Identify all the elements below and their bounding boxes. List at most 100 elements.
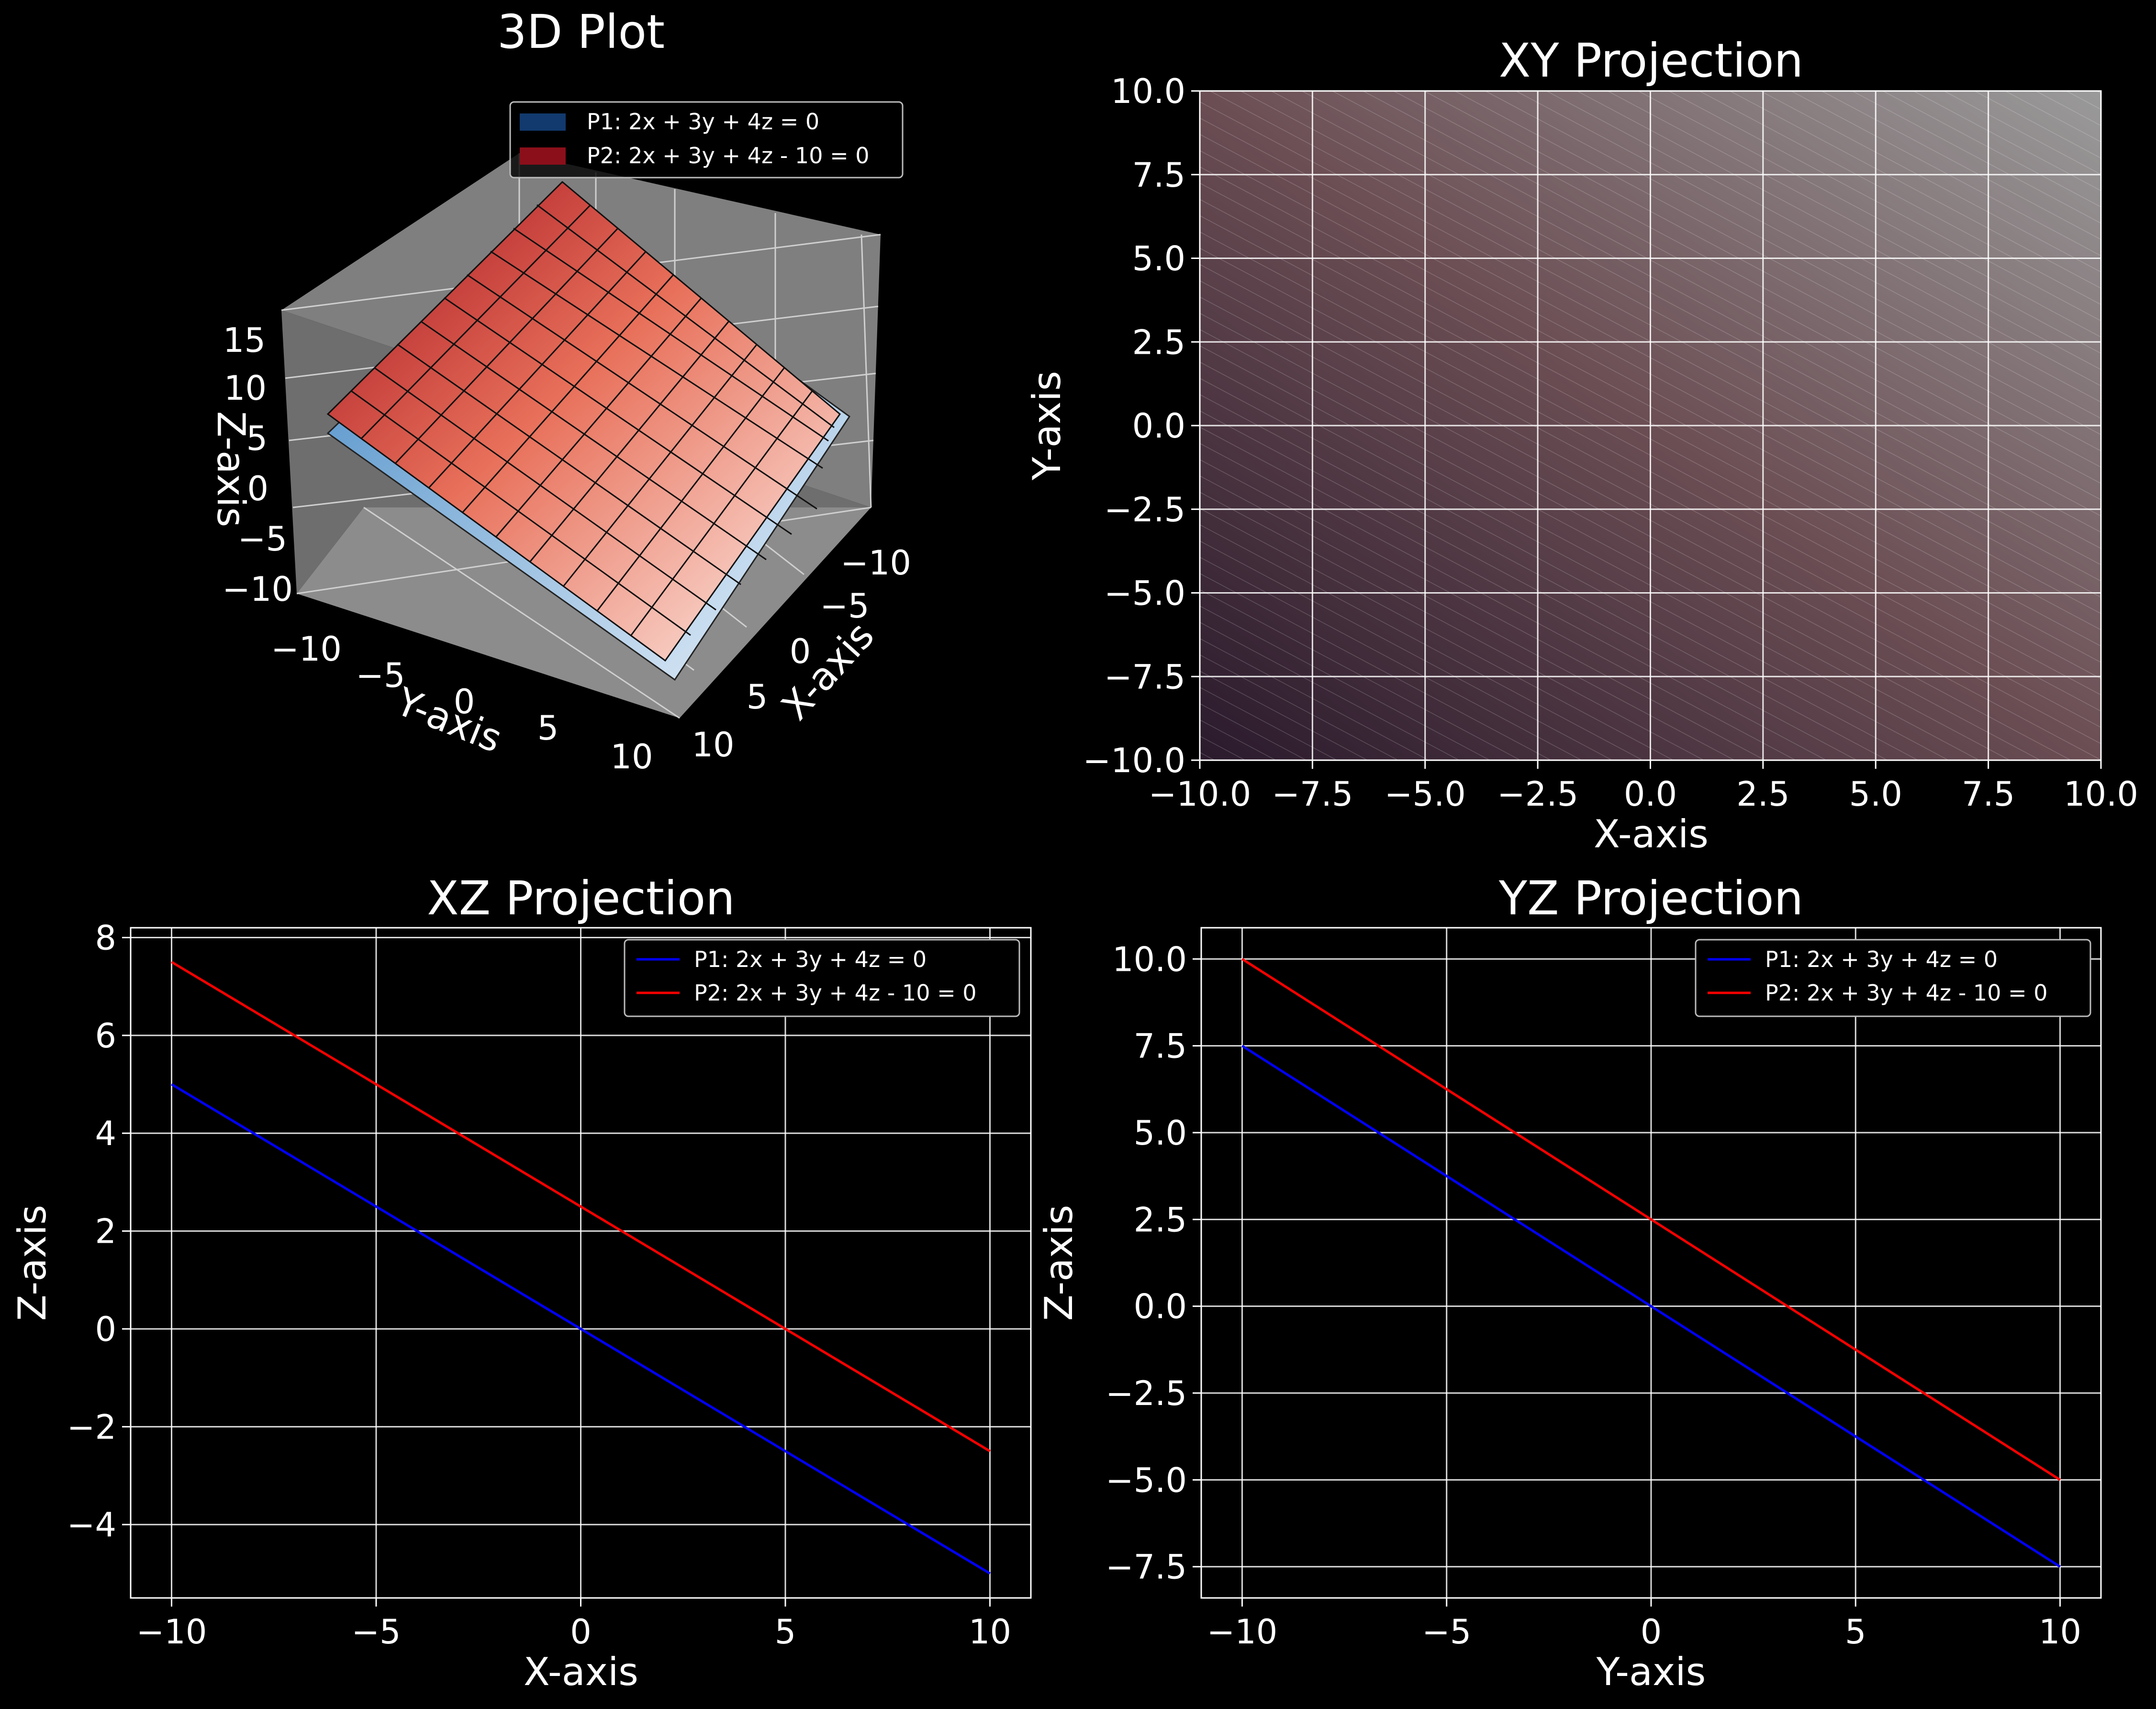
xy-y-tick-label: 10.0 bbox=[1111, 72, 1185, 111]
xy-x-tick-label: 5.0 bbox=[1849, 775, 1902, 814]
xz-grid bbox=[131, 928, 1031, 1598]
chart-xy-title: XY Projection bbox=[1499, 34, 1803, 88]
z-tick-neg5: −5 bbox=[238, 519, 287, 559]
xy-y-tick-label: 7.5 bbox=[1132, 156, 1185, 195]
legend-xz-box bbox=[624, 939, 1020, 1017]
chart-yz-title: YZ Projection bbox=[1498, 871, 1803, 925]
xy-x-tick-label: 0.0 bbox=[1624, 775, 1677, 814]
xz-series-line-p2 bbox=[171, 961, 991, 1452]
xz-x-axis-label: X-axis bbox=[524, 1650, 638, 1694]
xz-y-tick-label: −2 bbox=[67, 1407, 116, 1447]
xy-y-tick-label: 5.0 bbox=[1132, 239, 1185, 279]
yz-y-tick-label: −5.0 bbox=[1106, 1461, 1187, 1500]
xy-x-tick-label: −7.5 bbox=[1272, 775, 1353, 814]
z-tick-5: 5 bbox=[246, 419, 268, 458]
xz-y-tick-label: 0 bbox=[95, 1310, 116, 1349]
xz-y-axis-label: Z-axis bbox=[10, 1205, 55, 1321]
chart-3d-title: 3D Plot bbox=[497, 5, 665, 59]
xy-y-tick-label: −10.0 bbox=[1083, 741, 1185, 780]
x-tick-neg10: −10 bbox=[840, 543, 911, 583]
legend-3d-p1-label: P1: 2x + 3y + 4z = 0 bbox=[587, 109, 819, 135]
yz-y-tick-label: 0.0 bbox=[1134, 1287, 1187, 1327]
chart-xz: XZ Projection −10 −5 0 5 10 −4 −2 0 2 4 6 8 X-axis… bbox=[10, 871, 1032, 1694]
xy-x-tick-label: 7.5 bbox=[1962, 775, 2015, 814]
z-tick-15: 15 bbox=[223, 321, 266, 360]
xz-x-tick-label: 5 bbox=[775, 1612, 796, 1652]
xy-x-tick-label: 10.0 bbox=[2064, 775, 2138, 814]
xy-y-tick-label: −2.5 bbox=[1104, 490, 1185, 529]
xz-x-tick-label: −10 bbox=[136, 1612, 207, 1652]
xy-x-tick-label: −5.0 bbox=[1385, 775, 1466, 814]
z-axis-label: Z-axis bbox=[209, 411, 253, 528]
yz-x-tick-label: 0 bbox=[1641, 1612, 1662, 1652]
yz-lines bbox=[1241, 958, 2061, 1568]
yz-y-tick-label: −2.5 bbox=[1106, 1374, 1187, 1413]
x-tick-0: 0 bbox=[790, 632, 811, 671]
yz-x-tick-label: 10 bbox=[2039, 1612, 2081, 1652]
xz-x-ticks: −10 −5 0 5 10 bbox=[136, 1598, 1011, 1652]
yz-y-tick-label: 7.5 bbox=[1134, 1027, 1187, 1066]
xy-x-axis-label: X-axis bbox=[1594, 812, 1709, 856]
yz-x-tick-label: 5 bbox=[1845, 1612, 1866, 1652]
y-tick-neg5: −5 bbox=[356, 656, 405, 695]
legend-yz-p2-label: P2: 2x + 3y + 4z - 10 = 0 bbox=[1765, 980, 2048, 1006]
legend-yz-box bbox=[1695, 939, 2091, 1017]
xy-y-tick-label: −7.5 bbox=[1104, 657, 1185, 697]
y-tick-neg10: −10 bbox=[271, 630, 342, 669]
xz-y-tick-label: −4 bbox=[67, 1506, 116, 1545]
z-tick-10: 10 bbox=[224, 369, 267, 408]
xz-series-line-p1 bbox=[171, 1083, 991, 1575]
xy-y-tick-label: 0.0 bbox=[1132, 406, 1185, 446]
xy-y-tick-label: −5.0 bbox=[1104, 574, 1185, 613]
x-tick-10: 10 bbox=[692, 725, 734, 765]
legend-3d-p2-label: P2: 2x + 3y + 4z - 10 = 0 bbox=[587, 143, 870, 169]
xy-y-tick-label: 2.5 bbox=[1132, 323, 1185, 362]
yz-y-tick-label: 5.0 bbox=[1134, 1113, 1187, 1153]
xy-x-tick-label: 2.5 bbox=[1736, 775, 1789, 814]
xz-y-tick-label: 2 bbox=[95, 1212, 116, 1251]
plane-p2-surface bbox=[326, 180, 841, 662]
yz-series-line-p2 bbox=[1241, 958, 2061, 1481]
legend-xz-p1-label: P1: 2x + 3y + 4z = 0 bbox=[694, 946, 927, 972]
xz-y-tick-label: 6 bbox=[95, 1016, 116, 1056]
z-tick-0: 0 bbox=[247, 469, 268, 508]
xy-y-axis-label: Y-axis bbox=[1025, 371, 1069, 481]
z-tick-neg10: −10 bbox=[222, 570, 293, 609]
xz-y-tick-label: 4 bbox=[95, 1114, 116, 1153]
xz-y-tick-label: 8 bbox=[95, 918, 116, 957]
chart-xz-title: XZ Projection bbox=[427, 871, 735, 925]
yz-grid bbox=[1201, 928, 2101, 1598]
x-tick-5: 5 bbox=[747, 677, 768, 717]
y-axis-label: Y-axis bbox=[390, 679, 508, 761]
yz-series-line-p1 bbox=[1241, 1045, 2061, 1568]
legend-xz-p2-label: P2: 2x + 3y + 4z - 10 = 0 bbox=[694, 980, 977, 1006]
plane-p2-mesh bbox=[350, 204, 835, 636]
yz-y-tick-label: 10.0 bbox=[1112, 940, 1187, 979]
legend-yz-p1-label: P1: 2x + 3y + 4z = 0 bbox=[1765, 946, 1998, 972]
xy-x-ticks: −10.0 −7.5 −5.0 −2.5 0.0 2.5 5.0 7.5 10.0 bbox=[1149, 760, 2138, 814]
legend-3d-p2-swatch bbox=[520, 147, 566, 165]
yz-y-ticks: −7.5 −5.0 −2.5 0.0 2.5 5.0 7.5 10.0 bbox=[1106, 940, 1201, 1587]
xz-lines bbox=[171, 961, 991, 1575]
x-tick-neg5: −5 bbox=[820, 586, 869, 626]
xy-x-tick-label: −10.0 bbox=[1149, 775, 1251, 814]
yz-y-axis-label: Z-axis bbox=[1037, 1205, 1081, 1321]
legend-3d-p1-swatch bbox=[520, 113, 566, 131]
y-tick-10: 10 bbox=[610, 737, 653, 776]
legend-xz: P1: 2x + 3y + 4z = 0 P2: 2x + 3y + 4z - … bbox=[624, 939, 1020, 1017]
xz-y-ticks: −4 −2 0 2 4 6 8 bbox=[67, 918, 131, 1545]
chart-3d: 3D Plot bbox=[209, 5, 911, 776]
yz-y-tick-label: 2.5 bbox=[1134, 1200, 1187, 1239]
chart-xy: XY Projection −10.0 −7.5 −5.0 −2.5 0.0 2.5 5.0… bbox=[1025, 34, 2138, 856]
yz-x-axis-label: Y-axis bbox=[1596, 1650, 1706, 1694]
y-tick-5: 5 bbox=[537, 708, 559, 748]
chart-yz: YZ Projection −10 −5 0 5 10 −7.5 −5.0 −2.5 0.0 2… bbox=[1037, 871, 2102, 1694]
xz-x-tick-label: 0 bbox=[570, 1612, 592, 1652]
xz-x-tick-label: 10 bbox=[969, 1612, 1011, 1652]
yz-x-ticks: −10 −5 0 5 10 bbox=[1207, 1598, 2081, 1652]
legend-yz: P1: 2x + 3y + 4z = 0 P2: 2x + 3y + 4z - … bbox=[1695, 939, 2091, 1017]
yz-y-tick-label: −7.5 bbox=[1106, 1548, 1187, 1587]
yz-x-tick-label: −5 bbox=[1422, 1612, 1471, 1652]
